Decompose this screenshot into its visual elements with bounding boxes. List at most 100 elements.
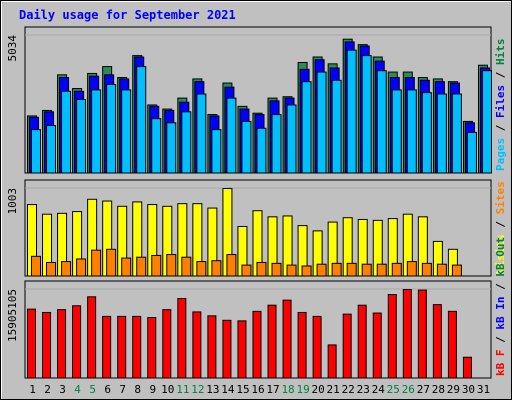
- bar-kb-f-day-30: [462, 356, 472, 379]
- bar-pages-day-3: [61, 90, 72, 174]
- legend-pages-files-hits: Pages / Files / Hits: [494, 39, 507, 172]
- bar-pages-day-26: [406, 89, 417, 174]
- y-max-tick: 15905105: [6, 289, 19, 342]
- legend-item: Hits: [494, 39, 507, 66]
- bar-pages-day-28: [436, 93, 447, 174]
- bar-pages-day-8: [136, 66, 147, 174]
- bar-kb-f-day-27: [417, 289, 427, 379]
- bar-kb-f-day-24: [372, 312, 382, 379]
- bar-sites-day-22: [346, 262, 357, 277]
- bar-kb-f-day-23: [357, 304, 367, 379]
- bar-sites-day-27: [421, 262, 432, 277]
- legend-kbf-kbin-kbout: kB F / kB In / kB Out: [494, 237, 507, 376]
- bar-pages-day-30: [466, 131, 477, 174]
- day-label-25: 25: [387, 383, 400, 396]
- bar-sites-day-12: [196, 261, 207, 277]
- bar-pages-day-20: [316, 71, 327, 174]
- bar-kb-f-day-19: [297, 311, 307, 379]
- bar-sites-day-14: [226, 254, 237, 277]
- y-max-tick: 5034: [6, 35, 19, 62]
- bar-sites-day-11: [181, 256, 192, 277]
- bar-pages-day-10: [166, 122, 177, 174]
- bar-pages-day-11: [181, 111, 192, 174]
- legend-item: kB In: [494, 297, 507, 330]
- bar-kb-f-day-15: [237, 320, 247, 379]
- day-label-30: 30: [462, 383, 475, 396]
- bar-sites-day-17: [271, 262, 282, 277]
- day-label-18: 18: [281, 383, 294, 396]
- day-label-10: 10: [161, 383, 174, 396]
- bar-sites-day-15: [241, 264, 252, 277]
- day-label-21: 21: [327, 383, 340, 396]
- day-label-15: 15: [236, 383, 249, 396]
- day-label-3: 3: [59, 383, 66, 396]
- bar-pages-day-24: [376, 70, 387, 174]
- day-label-27: 27: [417, 383, 430, 396]
- bar-pages-day-23: [361, 55, 372, 174]
- bar-kb-f-day-26: [402, 289, 412, 379]
- bar-sites-day-13: [211, 260, 222, 277]
- bar-kb-f-day-3: [57, 309, 67, 379]
- legend-item: /: [494, 330, 507, 350]
- bar-kb-f-day-6: [102, 315, 112, 379]
- bar-sites-day-28: [436, 263, 447, 277]
- bar-sites-day-21: [331, 262, 342, 277]
- bar-pages-day-19: [301, 81, 312, 174]
- legend-item: Pages: [494, 138, 507, 171]
- bar-kb-f-day-18: [282, 299, 292, 379]
- chart-title: Daily usage for September 2021: [19, 8, 236, 22]
- bar-kb-f-day-16: [252, 310, 262, 379]
- legend-item: /: [494, 214, 507, 234]
- bar-pages-day-14: [226, 97, 237, 174]
- bar-kb-f-day-10: [162, 309, 172, 379]
- bar-pages-day-17: [271, 114, 282, 174]
- day-label-6: 6: [104, 383, 111, 396]
- bar-kb-f-day-21: [327, 344, 337, 379]
- day-label-22: 22: [342, 383, 355, 396]
- bar-sites-day-3: [61, 261, 72, 277]
- bar-sites-day-8: [136, 256, 147, 277]
- day-label-9: 9: [149, 383, 156, 396]
- bar-pages-day-5: [91, 89, 102, 174]
- bar-sites-day-2: [46, 261, 57, 277]
- day-label-29: 29: [447, 383, 460, 396]
- bar-sites-day-18: [286, 264, 297, 277]
- bar-sites-day-16: [256, 261, 267, 277]
- bar-kb-f-day-13: [207, 315, 217, 379]
- bar-pages-day-25: [391, 89, 402, 174]
- legend-item: Visits: [494, 234, 507, 274]
- bar-sites-day-1: [31, 255, 41, 277]
- bar-kb-f-day-1: [27, 308, 36, 379]
- day-label-12: 12: [191, 383, 204, 396]
- day-label-8: 8: [134, 383, 141, 396]
- day-label-13: 13: [206, 383, 219, 396]
- bar-kb-f-day-2: [42, 311, 52, 379]
- bar-sites-day-4: [76, 258, 87, 277]
- bar-sites-day-20: [316, 263, 327, 277]
- bar-pages-day-12: [196, 93, 207, 174]
- day-label-17: 17: [266, 383, 279, 396]
- day-label-31: 31: [477, 383, 490, 396]
- day-label-23: 23: [357, 383, 370, 396]
- day-label-11: 11: [176, 383, 189, 396]
- bar-kb-f-day-17: [267, 304, 277, 379]
- bar-kb-f-day-29: [447, 310, 457, 379]
- bar-kb-f-day-12: [192, 311, 202, 379]
- legend-item: /: [494, 118, 507, 138]
- bar-pages-day-21: [331, 79, 342, 174]
- legend-item: /: [494, 277, 507, 297]
- bar-pages-day-9: [151, 118, 162, 174]
- day-label-19: 19: [296, 383, 309, 396]
- bar-sites-day-25: [391, 262, 402, 277]
- bar-kb-f-day-5: [87, 296, 97, 379]
- bar-sites-day-19: [301, 265, 312, 277]
- bar-sites-day-24: [376, 263, 387, 277]
- bar-sites-day-6: [106, 248, 117, 277]
- bar-pages-day-6: [106, 83, 117, 174]
- panel-pages-files-hits: 5034 Pages / Files / Hits: [6, 26, 507, 174]
- legend-item: Files: [494, 85, 507, 118]
- legend-item: /: [494, 65, 507, 85]
- bar-sites-day-10: [166, 254, 177, 277]
- legend-item: kB F: [494, 350, 507, 377]
